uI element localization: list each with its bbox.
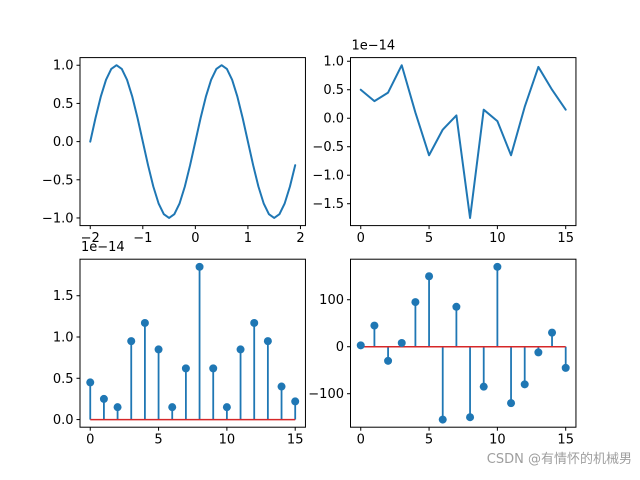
stem-marker <box>411 298 420 307</box>
stem-marker <box>291 397 300 406</box>
x-tick-label: 0 <box>86 433 94 448</box>
stem-marker <box>507 399 516 408</box>
stem-marker <box>99 394 108 403</box>
stem-marker <box>356 341 365 350</box>
y-axis: −1.5 −1.0 −0.5 0.0 0.5 1.0 <box>312 55 351 212</box>
y-tick-label: 0.0 <box>53 135 74 150</box>
x-tick-label: 5 <box>154 433 162 448</box>
stem-marker <box>397 338 406 347</box>
y-tick-label: 0.5 <box>323 83 344 98</box>
x-tick-label: 15 <box>287 433 304 448</box>
y-axis: −1.0 −0.5 0.0 0.5 1.0 <box>42 59 80 226</box>
y-tick-label: 1.0 <box>53 59 74 74</box>
x-tick-label: −2 <box>81 231 100 246</box>
x-axis: −2 −1 0 1 2 <box>81 225 305 246</box>
subplot-bottom-left-stem: 0 5 10 15 0.0 0.5 1.0 1.5 1e−14 <box>53 240 306 448</box>
y-tick-label: 100 <box>319 293 344 308</box>
subplot-top-right-noise-line: 0 5 10 15 −1.5 −1.0 −0.5 0.0 0.5 1.0 1e−14 <box>312 39 577 246</box>
x-tick-label: 10 <box>219 433 236 448</box>
x-tick-label: 2 <box>296 231 304 246</box>
y-tick-label: 1.5 <box>53 289 74 304</box>
y-axis: −100 0 100 <box>308 293 351 402</box>
stem-marker <box>370 321 379 330</box>
stem-marker <box>250 318 259 327</box>
stem-marker <box>222 403 231 412</box>
subplot-top-left-sine-line: −2 −1 0 1 2 −1.0 −0.5 0.0 0.5 1.0 <box>42 57 306 246</box>
y-tick-label: −1.0 <box>42 211 74 226</box>
x-tick-label: 5 <box>425 433 433 448</box>
stem-marker <box>181 364 190 373</box>
y-tick-label: 0.5 <box>53 372 74 387</box>
stem-marker <box>236 345 245 354</box>
stem-marker <box>561 363 570 372</box>
stem-marker <box>520 380 529 389</box>
stem-series <box>86 262 300 421</box>
stem-marker <box>425 272 434 281</box>
stem-series <box>356 262 570 424</box>
stem-marker <box>452 302 461 311</box>
stem-marker <box>154 345 163 354</box>
y-tick-label: −0.5 <box>42 173 74 188</box>
stem-marker <box>195 262 204 271</box>
y-tick-label: 0.5 <box>53 97 74 112</box>
axes-frame <box>79 258 306 428</box>
stem-marker <box>263 337 272 346</box>
y-tick-label: 1.0 <box>53 331 74 346</box>
stem-marker <box>534 348 543 357</box>
subplot-bottom-right-stem: 0 5 10 15 −100 0 100 <box>308 258 577 448</box>
line-series <box>89 64 297 219</box>
stem-marker <box>140 318 149 327</box>
stem-marker <box>86 378 95 387</box>
y-tick-label: 0 <box>336 340 344 355</box>
y-axis: 0.0 0.5 1.0 1.5 <box>53 289 80 428</box>
stem-marker <box>493 262 502 271</box>
axes-frame <box>350 258 577 428</box>
x-tick-label: 1 <box>244 231 252 246</box>
stem-marker <box>479 382 488 391</box>
y-tick-label: 0.0 <box>53 413 74 428</box>
stem-marker <box>438 415 447 424</box>
axis-offset-label: 1e−14 <box>352 39 396 54</box>
stem-marker <box>466 413 475 422</box>
y-tick-label: −100 <box>308 387 344 402</box>
y-tick-label: −0.5 <box>312 140 344 155</box>
x-axis: 0 5 10 15 <box>357 427 574 448</box>
y-tick-label: 1.0 <box>323 55 344 70</box>
x-axis: 0 5 10 15 <box>86 427 303 448</box>
x-axis: 0 5 10 15 <box>357 225 574 246</box>
line-series <box>359 64 567 219</box>
x-tick-label: 15 <box>557 433 574 448</box>
x-tick-label: 10 <box>489 231 506 246</box>
x-tick-label: 0 <box>191 231 199 246</box>
stem-marker <box>384 356 393 365</box>
x-tick-label: 15 <box>557 231 574 246</box>
axes-frame <box>350 57 577 227</box>
stem-marker <box>209 364 218 373</box>
watermark: CSDN @有情怀的机械男 <box>486 452 632 467</box>
stem-marker <box>548 328 557 337</box>
x-tick-label: −1 <box>133 231 152 246</box>
stem-marker <box>168 403 177 412</box>
x-tick-label: 0 <box>357 433 365 448</box>
y-tick-label: −1.5 <box>312 197 344 212</box>
axis-offset-label: 1e−14 <box>81 240 125 255</box>
stem-marker <box>277 382 286 391</box>
x-tick-label: 5 <box>425 231 433 246</box>
x-tick-label: 0 <box>357 231 365 246</box>
stem-marker <box>127 337 136 346</box>
x-tick-label: 10 <box>489 433 506 448</box>
y-tick-label: 0.0 <box>323 112 344 127</box>
y-tick-label: −1.0 <box>312 169 344 184</box>
axes-frame <box>79 57 306 227</box>
stem-marker <box>113 403 122 412</box>
